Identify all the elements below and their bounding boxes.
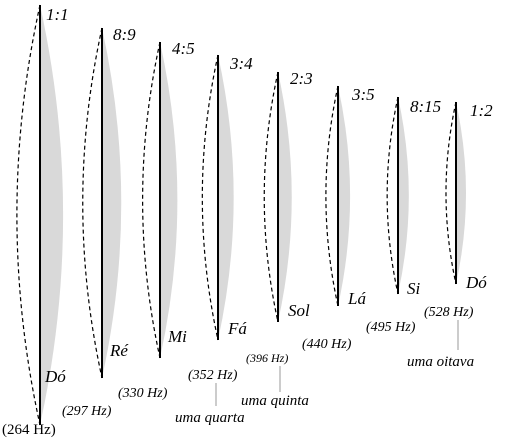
string-vibration-fill — [338, 86, 351, 306]
frequency-label: (352 Hz) — [188, 368, 238, 383]
frequency-label: (297 Hz) — [62, 404, 112, 419]
string-vibration-fill — [102, 28, 122, 378]
frequency-label: (528 Hz) — [424, 305, 474, 320]
ratio-label: 1:1 — [46, 5, 69, 24]
ratio-label: 3:4 — [229, 54, 253, 73]
ratio-label: 4:5 — [172, 39, 195, 58]
ratio-label: 1:2 — [470, 101, 493, 120]
ratio-label: 8:9 — [113, 25, 136, 44]
note-label: Mi — [167, 327, 187, 346]
string-vibration-fill — [160, 42, 178, 358]
string-vibration-dashed — [386, 96, 399, 295]
ratio-label: 3:5 — [351, 85, 375, 104]
string-vibration-fill — [398, 97, 409, 294]
annotation: uma quinta — [241, 393, 309, 409]
string-vibration-fill — [456, 102, 467, 284]
frequency-label: (264 Hz) — [2, 422, 56, 438]
string-vibration-fill — [40, 5, 64, 425]
ratio-label: 8:15 — [410, 97, 441, 116]
string-vibration-dashed — [325, 85, 339, 307]
annotation: uma oitava — [407, 354, 474, 370]
note-label: Dó — [465, 273, 487, 292]
frequency-label: (396 Hz) — [246, 351, 288, 365]
string-vibration-dashed — [445, 101, 457, 285]
note-label: Lá — [347, 289, 366, 308]
annotation: uma quarta — [175, 410, 245, 426]
note-label: Fá — [227, 319, 247, 338]
ratio-label: 2:3 — [290, 69, 313, 88]
frequency-label: (330 Hz) — [118, 386, 168, 401]
note-label: Ré — [109, 341, 129, 360]
string-vibration-fill — [218, 55, 234, 340]
frequency-label: (440 Hz) — [302, 337, 352, 352]
note-label: Dó — [44, 367, 66, 386]
string-vibration-dashed — [201, 54, 219, 341]
note-label: Si — [407, 279, 421, 298]
frequency-label: (495 Hz) — [366, 320, 416, 335]
string-vibration-dashed — [142, 41, 161, 359]
string-vibration-dashed — [16, 4, 41, 426]
string-vibration-fill — [278, 72, 292, 322]
string-vibration-dashed — [263, 71, 279, 323]
note-label: Sol — [288, 301, 310, 320]
string-vibration-dashed — [82, 27, 103, 379]
